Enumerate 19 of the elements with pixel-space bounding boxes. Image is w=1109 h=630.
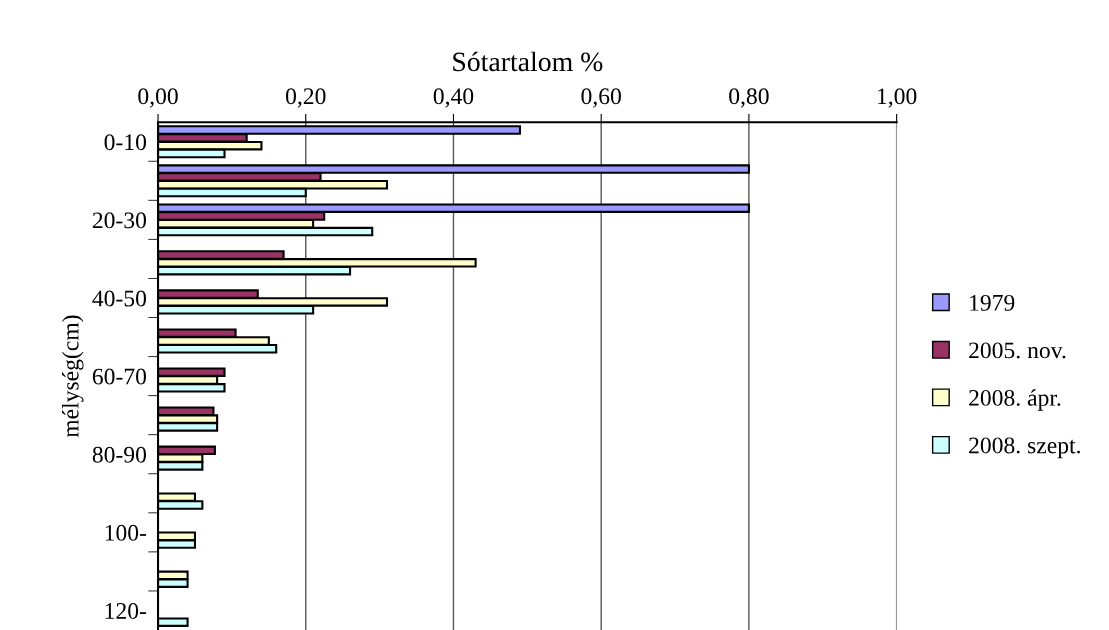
y-tick-label: 20-30 xyxy=(92,212,147,229)
y-tick-label: 80-90 xyxy=(92,446,147,463)
x-tick-label: 0,00 xyxy=(138,88,178,108)
y-tick-label: 60-70 xyxy=(92,368,147,385)
x-tick-label: 1,00 xyxy=(878,88,917,108)
y-tick-label: 40-50 xyxy=(92,290,147,307)
legend-label: 1979 xyxy=(970,294,1015,311)
y-tick-label: 100- xyxy=(105,524,147,541)
x-tick-label: 0,60 xyxy=(581,88,621,108)
x-tick-label: 0,20 xyxy=(285,88,326,108)
y-tick-label: 120- xyxy=(105,602,147,619)
x-tick-label: 0,40 xyxy=(433,88,474,108)
x-tick-label: 0,80 xyxy=(729,88,769,108)
x-axis-title: Sótartalom % xyxy=(453,51,603,72)
legend-label: 2008. szept. xyxy=(969,437,1080,459)
y-tick-label: 0-10 xyxy=(104,134,147,151)
y-axis-title: mélység(cm) xyxy=(61,315,84,438)
legend-label: 2008. ápr. xyxy=(969,389,1061,411)
legend-label: 2005. nov. xyxy=(969,342,1066,359)
